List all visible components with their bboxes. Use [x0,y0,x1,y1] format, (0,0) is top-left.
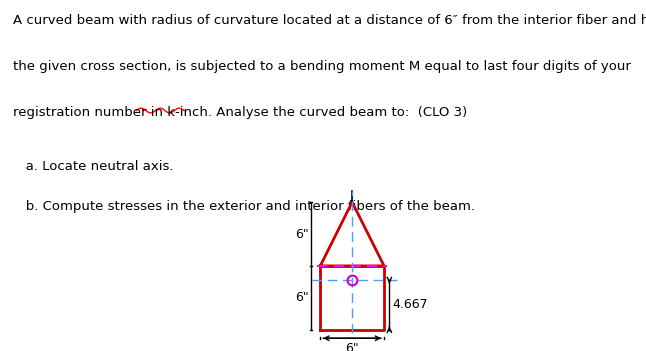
Text: 4.667: 4.667 [393,298,428,311]
Text: A curved beam with radius of curvature located at a distance of 6″ from the inte: A curved beam with radius of curvature l… [13,13,646,27]
Text: 6": 6" [345,342,359,351]
Text: the given cross section, is subjected to a bending moment M equal to last four d: the given cross section, is subjected to… [13,60,630,73]
Text: a. Locate neutral axis.: a. Locate neutral axis. [13,160,173,173]
Text: 6": 6" [295,227,309,240]
Text: b. Compute stresses in the exterior and interior fibers of the beam.: b. Compute stresses in the exterior and … [13,200,475,213]
Text: registration number in k-inch. Analyse the curved beam to:  (CLO 3): registration number in k-inch. Analyse t… [13,106,467,119]
Text: 6": 6" [295,291,309,304]
